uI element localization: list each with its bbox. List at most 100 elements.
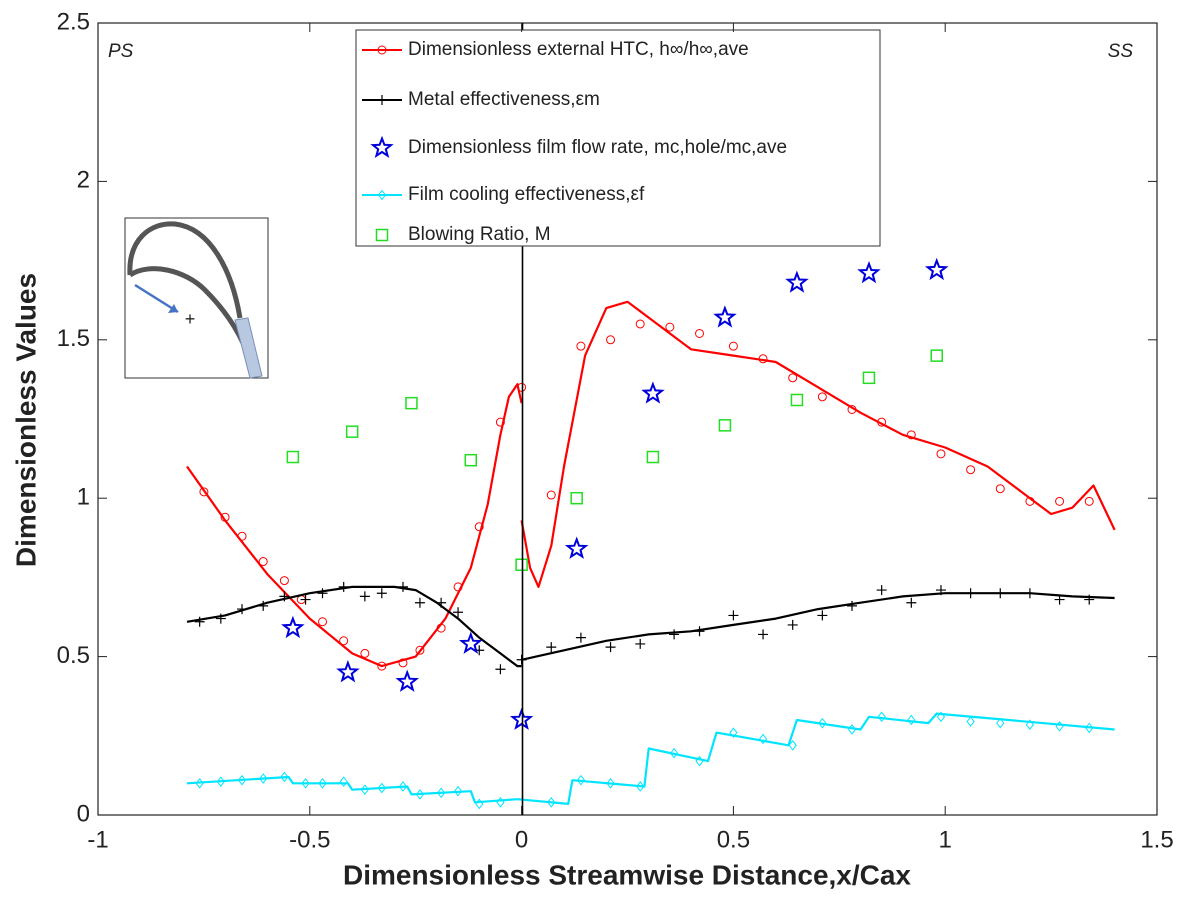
point [847,724,857,735]
legend-label: Blowing Ratio, M [408,224,551,245]
point [194,616,205,627]
point [995,588,1006,599]
point [509,707,534,730]
point [641,381,665,404]
point [877,417,887,427]
point [339,776,348,788]
point [758,354,768,364]
point [847,404,857,414]
point [996,717,1005,729]
legend-marker [370,135,394,159]
point [495,417,505,427]
point [259,773,268,784]
point [546,642,557,653]
point [398,781,408,792]
legend-marker [375,228,389,242]
point [415,645,425,655]
point [317,588,328,599]
x-tick-label: 0 [515,826,528,853]
point [847,600,858,611]
point [876,585,887,596]
point [453,582,463,592]
point [646,450,660,464]
point [862,371,876,385]
point [728,341,738,351]
point [965,588,976,599]
point [930,349,943,362]
legend-marker [377,45,387,55]
point [787,619,798,630]
point [605,642,616,653]
point [995,484,1005,494]
point [360,784,370,795]
point [237,531,247,541]
point [415,789,425,800]
ss-label: SS [1108,41,1134,62]
point [936,449,946,459]
point [318,778,327,789]
series-line [186,712,1115,805]
x-tick-label: -1 [87,826,108,853]
point [395,669,420,692]
point [966,716,975,727]
point [199,487,209,497]
point [1054,594,1065,605]
point [280,771,289,783]
legend-marker [377,95,387,105]
point [475,798,484,810]
point [817,610,828,621]
point [788,373,798,383]
point [665,322,675,332]
point [635,319,645,329]
point [216,776,225,788]
point [694,626,705,637]
inset: + [124,217,269,379]
legend-label: Dimensionless film flow rate, mc,hole/mc… [408,137,787,158]
point [195,778,204,789]
point [517,382,527,392]
point [377,782,386,794]
point [935,585,946,596]
point [1055,496,1065,506]
inset-arrowhead [168,304,178,313]
point [966,465,976,475]
point [576,774,586,786]
point [728,610,739,621]
point [301,778,310,789]
point [564,536,589,559]
point [907,714,916,726]
point [547,797,556,808]
point [817,392,827,402]
legend-label: Metal effectiveness,εm [408,89,600,110]
legend-label: Film cooling effectiveness,εf [408,184,645,205]
point [360,648,370,658]
y-tick-label: 2.5 [57,8,90,35]
legend-box [355,29,881,247]
point [436,623,446,633]
x-tick-label: 1 [939,826,952,853]
y-tick-label: 0.5 [57,642,90,669]
point [1024,588,1035,599]
point [339,636,349,646]
point [405,396,418,410]
point [258,600,269,611]
point [436,597,447,608]
point [1025,719,1035,731]
point [576,341,586,351]
point [338,581,349,592]
point [279,591,290,602]
point [1084,594,1095,605]
point [636,781,645,792]
inset-cross: + [185,309,196,329]
point [318,617,328,627]
point [695,328,705,338]
point [258,557,268,567]
point [1025,496,1035,506]
legend-label: Dimensionless external HTC, h∞/h∞,ave [408,39,749,60]
x-tick-label: 0.5 [717,826,750,853]
x-tick-label: -0.5 [289,826,330,853]
point [279,576,289,586]
point [474,522,484,532]
point [790,393,804,407]
